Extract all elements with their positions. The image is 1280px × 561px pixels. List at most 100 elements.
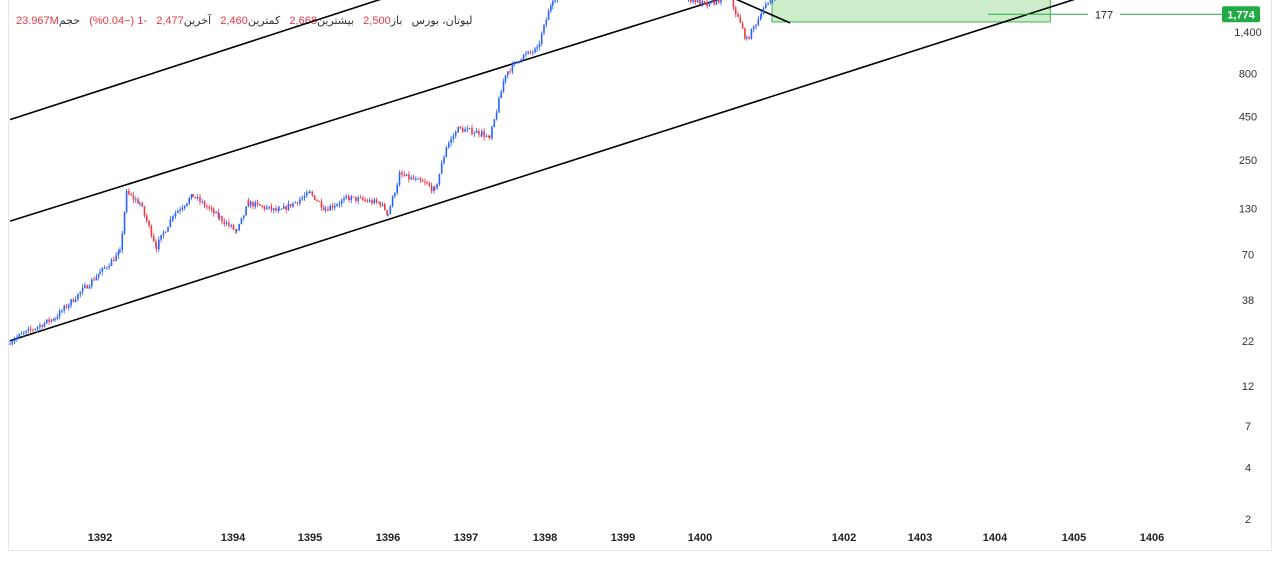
candle-152 — [343, 195, 345, 204]
candle-58 — [139, 201, 141, 207]
candle-122 — [277, 206, 280, 214]
low-value: 2,460 — [220, 15, 248, 27]
candle-107 — [245, 206, 247, 217]
candle-339 — [741, 21, 744, 30]
chart-frame — [8, 0, 1272, 551]
candle-128 — [289, 203, 292, 209]
close-label: آخرین — [183, 15, 212, 27]
candle-237 — [522, 54, 525, 61]
candle-18 — [50, 318, 53, 324]
candle-148 — [334, 202, 336, 211]
candle-193 — [430, 182, 433, 194]
candle-160 — [359, 194, 362, 199]
support-zone — [771, 0, 1051, 23]
candle-151 — [340, 198, 343, 208]
candle-46 — [113, 256, 115, 262]
candle-119 — [270, 203, 273, 213]
candle-90 — [208, 204, 210, 211]
candle-30 — [77, 293, 79, 302]
candle-88 — [203, 199, 206, 208]
candle-344 — [752, 25, 755, 33]
candle-190 — [424, 178, 426, 186]
x-tick-label: 1394 — [221, 532, 246, 544]
candle-10 — [32, 328, 34, 333]
candle-135 — [306, 189, 308, 199]
y-tick-label: 130 — [1239, 204, 1257, 216]
candle-213 — [471, 124, 473, 136]
y-tick-label: 70 — [1242, 250, 1254, 262]
candle-321 — [703, 0, 706, 5]
candle-127 — [287, 200, 290, 212]
candle-68 — [160, 234, 162, 243]
candle-109 — [247, 198, 250, 206]
candle-250 — [552, 0, 554, 10]
candle-328 — [717, 0, 720, 4]
candle-85 — [196, 194, 199, 201]
candle-316 — [692, 0, 694, 4]
candle-238 — [525, 50, 527, 58]
candle-98 — [225, 220, 228, 226]
candle-111 — [252, 200, 254, 210]
candle-26 — [68, 303, 70, 311]
candle-115 — [261, 204, 263, 209]
candle-39 — [97, 273, 100, 281]
candle-219 — [483, 127, 485, 141]
candle-140 — [316, 198, 318, 202]
candle-189 — [421, 178, 424, 182]
candle-136 — [308, 191, 310, 193]
candle-104 — [238, 223, 240, 232]
candle-230 — [507, 70, 509, 79]
candle-203 — [450, 135, 452, 147]
y-tick-label: 1,400 — [1234, 27, 1262, 39]
candle-129 — [292, 202, 294, 208]
candle-11 — [34, 328, 37, 331]
candle-228 — [502, 78, 505, 94]
candle-324 — [708, 1, 711, 7]
candle-187 — [417, 177, 419, 180]
candle-236 — [520, 58, 523, 63]
candle-234 — [516, 61, 518, 63]
candle-71 — [167, 226, 169, 232]
candle-93 — [215, 210, 217, 214]
candle-153 — [345, 193, 348, 200]
candle-63 — [150, 224, 153, 239]
candle-84 — [194, 196, 197, 199]
candle-338 — [739, 13, 742, 23]
candle-65 — [155, 238, 157, 249]
candle-182 — [405, 174, 408, 177]
candle-40 — [99, 268, 101, 275]
y-tick-label: 7 — [1245, 421, 1251, 433]
x-tick-label: 1400 — [688, 532, 712, 544]
candle-54 — [130, 192, 132, 197]
candle-197 — [438, 173, 441, 187]
trendline-middle — [9, 0, 720, 222]
candle-163 — [366, 198, 369, 203]
candle-227 — [500, 89, 502, 99]
candle-352 — [769, 0, 772, 5]
candle-246 — [543, 24, 545, 36]
y-tick-label: 12 — [1242, 381, 1254, 393]
candle-239 — [527, 50, 529, 55]
candle-116 — [263, 205, 266, 212]
candle-158 — [355, 196, 357, 204]
open-value: 2,500 — [363, 15, 391, 27]
candle-41 — [101, 267, 104, 276]
candle-149 — [336, 202, 338, 208]
candle-31 — [79, 291, 82, 298]
candle-100 — [230, 224, 232, 229]
candle-20 — [54, 316, 56, 322]
candle-233 — [513, 60, 516, 67]
candle-80 — [186, 203, 188, 207]
candle-118 — [268, 206, 270, 211]
candle-48 — [117, 248, 120, 260]
candle-145 — [327, 205, 329, 212]
symbol-label: لیوتان، بورس — [411, 15, 473, 27]
candle-4 — [18, 333, 20, 339]
candle-0 — [9, 340, 11, 345]
candle-105 — [240, 217, 243, 225]
candle-353 — [771, 0, 774, 4]
candle-94 — [217, 208, 220, 221]
candle-137 — [309, 189, 311, 194]
candle-106 — [242, 215, 245, 221]
